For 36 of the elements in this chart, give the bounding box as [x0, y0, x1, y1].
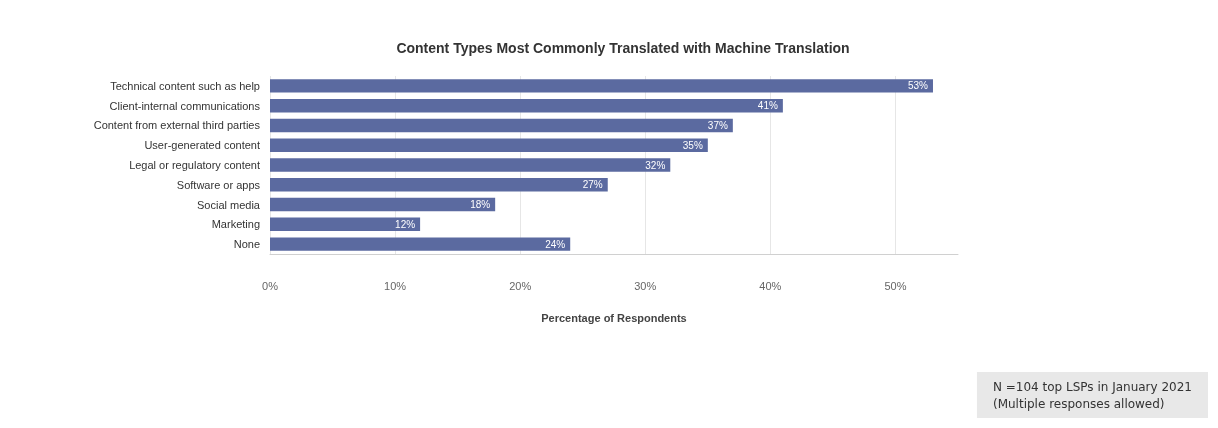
- x-tick-label: 50%: [884, 279, 907, 292]
- data-label: 27%: [582, 179, 603, 191]
- data-label: 12%: [395, 218, 416, 230]
- chart-title: Content Types Most Commonly Translated with Machine Translation: [396, 40, 850, 56]
- x-tick-label: 40%: [759, 279, 782, 292]
- x-tick-label: 0%: [262, 279, 279, 292]
- x-axis-title: Percentage of Respondents: [541, 311, 687, 324]
- bar: [270, 237, 571, 251]
- y-tick-label: Client-internal communications: [109, 99, 261, 112]
- bar: [270, 79, 933, 93]
- data-label: 24%: [545, 238, 566, 250]
- bar: [270, 98, 783, 113]
- y-tick-label: Technical content such as help: [110, 79, 260, 92]
- y-tick-label: Legal or regulatory content: [129, 159, 260, 171]
- bar: [270, 158, 671, 172]
- bar: [270, 197, 496, 212]
- data-label: 18%: [470, 199, 491, 211]
- y-tick-label: Social media: [197, 198, 261, 211]
- data-label: 53%: [907, 80, 929, 92]
- bar: [270, 217, 421, 232]
- data-label: 32%: [645, 159, 666, 171]
- x-tick-label: 20%: [509, 279, 532, 292]
- data-label: 35%: [682, 139, 703, 151]
- y-tick-label: Software or apps: [176, 178, 261, 191]
- y-tick-label: Content from external third parties: [93, 119, 261, 132]
- y-tick-label: User-generated content: [144, 139, 260, 152]
- bar: [270, 138, 708, 152]
- data-label: 37%: [707, 119, 728, 131]
- data-label: 41%: [757, 100, 778, 112]
- text: N =104 top LSPs in January 2021 (Multiple responses allowed): [992, 379, 1193, 411]
- bar: [270, 178, 608, 192]
- x-tick-label: 30%: [634, 279, 657, 292]
- bar: [270, 118, 733, 133]
- y-tick-label: None: [233, 238, 260, 251]
- y-tick-label: Marketing: [211, 218, 260, 231]
- x-tick-label: 10%: [384, 279, 407, 292]
